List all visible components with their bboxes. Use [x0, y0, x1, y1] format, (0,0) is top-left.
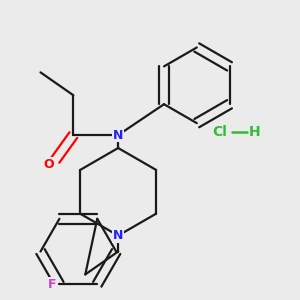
Text: H: H [249, 125, 260, 139]
Text: F: F [48, 278, 56, 291]
Text: N: N [113, 229, 123, 242]
Text: N: N [113, 129, 123, 142]
Text: O: O [44, 158, 54, 171]
Text: Cl: Cl [212, 125, 227, 139]
